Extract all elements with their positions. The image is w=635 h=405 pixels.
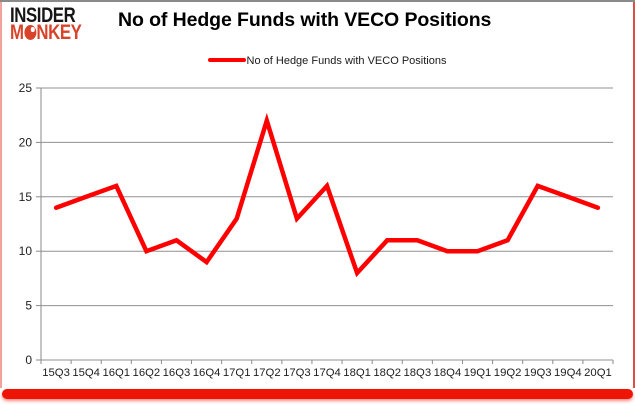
x-axis-tick-label: 15Q4 <box>72 367 100 379</box>
chart-legend: No of Hedge Funds with VECO Positions <box>41 55 613 67</box>
x-axis-tick-label: 17Q3 <box>283 367 311 379</box>
logo-letter-m: M <box>10 21 24 44</box>
y-axis-tick-label: 15 <box>19 190 33 204</box>
legend-line-swatch <box>207 57 246 63</box>
logo-letters-nkey: NKEY <box>36 21 82 44</box>
series-line <box>53 112 601 278</box>
x-axis-tick-label: 18Q3 <box>403 367 431 379</box>
x-axis-tick-label: 18Q4 <box>434 367 462 379</box>
x-axis-tick-label: 17Q1 <box>223 367 251 379</box>
monkey-eye-icon <box>24 25 36 40</box>
frame-border-top <box>0 0 635 2</box>
x-axis-tick-label: 16Q4 <box>193 367 221 379</box>
y-axis-tick-label: 0 <box>25 353 32 367</box>
x-axis-tick-label: 16Q2 <box>133 367 161 379</box>
frame-border-left <box>0 2 2 388</box>
x-axis-tick-label: 16Q1 <box>102 367 130 379</box>
x-axis-tick-label: 17Q4 <box>313 367 341 379</box>
x-axis-tick-label: 20Q1 <box>584 367 612 379</box>
insider-monkey-logo: INSIDER M NKEY <box>10 4 82 44</box>
y-axis-tick-label: 25 <box>19 81 33 95</box>
x-axis-tick-label: 18Q2 <box>373 367 401 379</box>
x-axis-tick-label: 19Q3 <box>524 367 552 379</box>
legend-label: No of Hedge Funds with VECO Positions <box>246 55 447 67</box>
logo-monkey-text: M NKEY <box>10 21 82 44</box>
x-axis-tick-label: 16Q3 <box>163 367 191 379</box>
logo-insider-text: INSIDER <box>10 4 76 27</box>
x-axis-tick-label: 19Q2 <box>494 367 522 379</box>
y-axis-tick-label: 10 <box>19 244 33 258</box>
x-axis-tick-label: 18Q1 <box>343 367 371 379</box>
chart-title: No of Hedge Funds with VECO Positions <box>118 9 492 31</box>
frame-border-right <box>633 2 635 388</box>
x-axis-tick-label: 17Q2 <box>253 367 281 379</box>
x-axis-tick-label: 19Q4 <box>554 367 582 379</box>
y-axis-tick-label: 5 <box>25 299 32 313</box>
y-axis-tick-label: 20 <box>19 135 33 149</box>
x-axis-tick-label: 19Q1 <box>464 367 492 379</box>
card-bottom-accent-bar <box>2 389 633 399</box>
x-axis-tick-label: 15Q3 <box>42 367 70 379</box>
